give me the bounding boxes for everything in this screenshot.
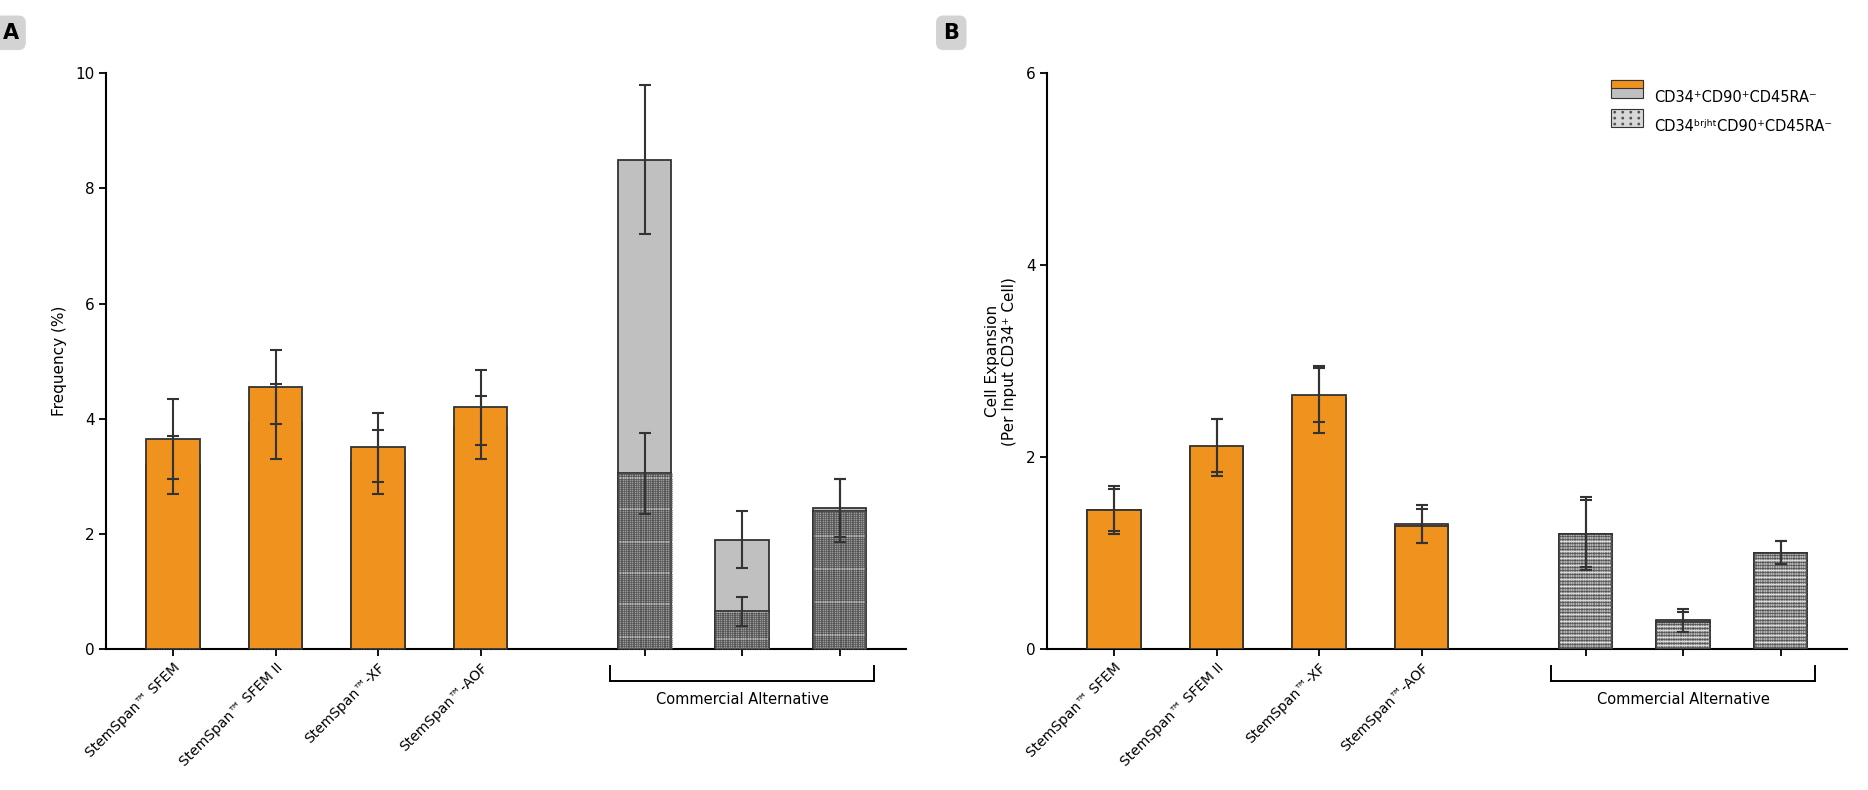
Bar <box>715 611 770 649</box>
Bar <box>454 427 508 649</box>
Bar <box>1560 534 1612 649</box>
Text: Commercial Alternative: Commercial Alternative <box>656 692 829 707</box>
Bar <box>1754 553 1806 649</box>
Bar <box>1293 395 1345 649</box>
Text: Commercial Alternative: Commercial Alternative <box>1597 692 1769 707</box>
Bar <box>1190 446 1244 649</box>
Bar <box>1560 534 1612 649</box>
Bar <box>715 540 770 649</box>
Bar <box>1657 622 1709 649</box>
Bar <box>618 473 671 649</box>
Bar <box>813 511 867 649</box>
Bar <box>146 465 200 649</box>
Bar <box>618 160 671 649</box>
Bar <box>1087 510 1141 649</box>
Y-axis label: Frequency (%): Frequency (%) <box>52 306 67 416</box>
Legend: CD34⁺CD90⁺CD45RA⁻, CD34ᵇʳʲʰᵗCD90⁺CD45RA⁻: CD34⁺CD90⁺CD45RA⁻, CD34ᵇʳʲʰᵗCD90⁺CD45RA⁻ <box>1603 81 1840 142</box>
Y-axis label: Cell Expansion
(Per Input CD34⁺ Cell): Cell Expansion (Per Input CD34⁺ Cell) <box>984 276 1018 446</box>
Bar <box>1087 510 1141 649</box>
Bar <box>1190 447 1244 649</box>
Bar <box>351 447 405 649</box>
Bar <box>1395 526 1448 649</box>
Bar <box>351 462 405 649</box>
Bar <box>1657 620 1709 649</box>
Bar <box>146 438 200 649</box>
Text: B: B <box>943 23 960 43</box>
Bar <box>1754 553 1806 649</box>
Bar <box>1395 525 1448 649</box>
Text: A: A <box>2 23 19 43</box>
Bar <box>454 407 508 649</box>
Bar <box>248 387 303 649</box>
Bar <box>1293 400 1345 649</box>
Bar <box>813 508 867 649</box>
Bar <box>248 422 303 649</box>
